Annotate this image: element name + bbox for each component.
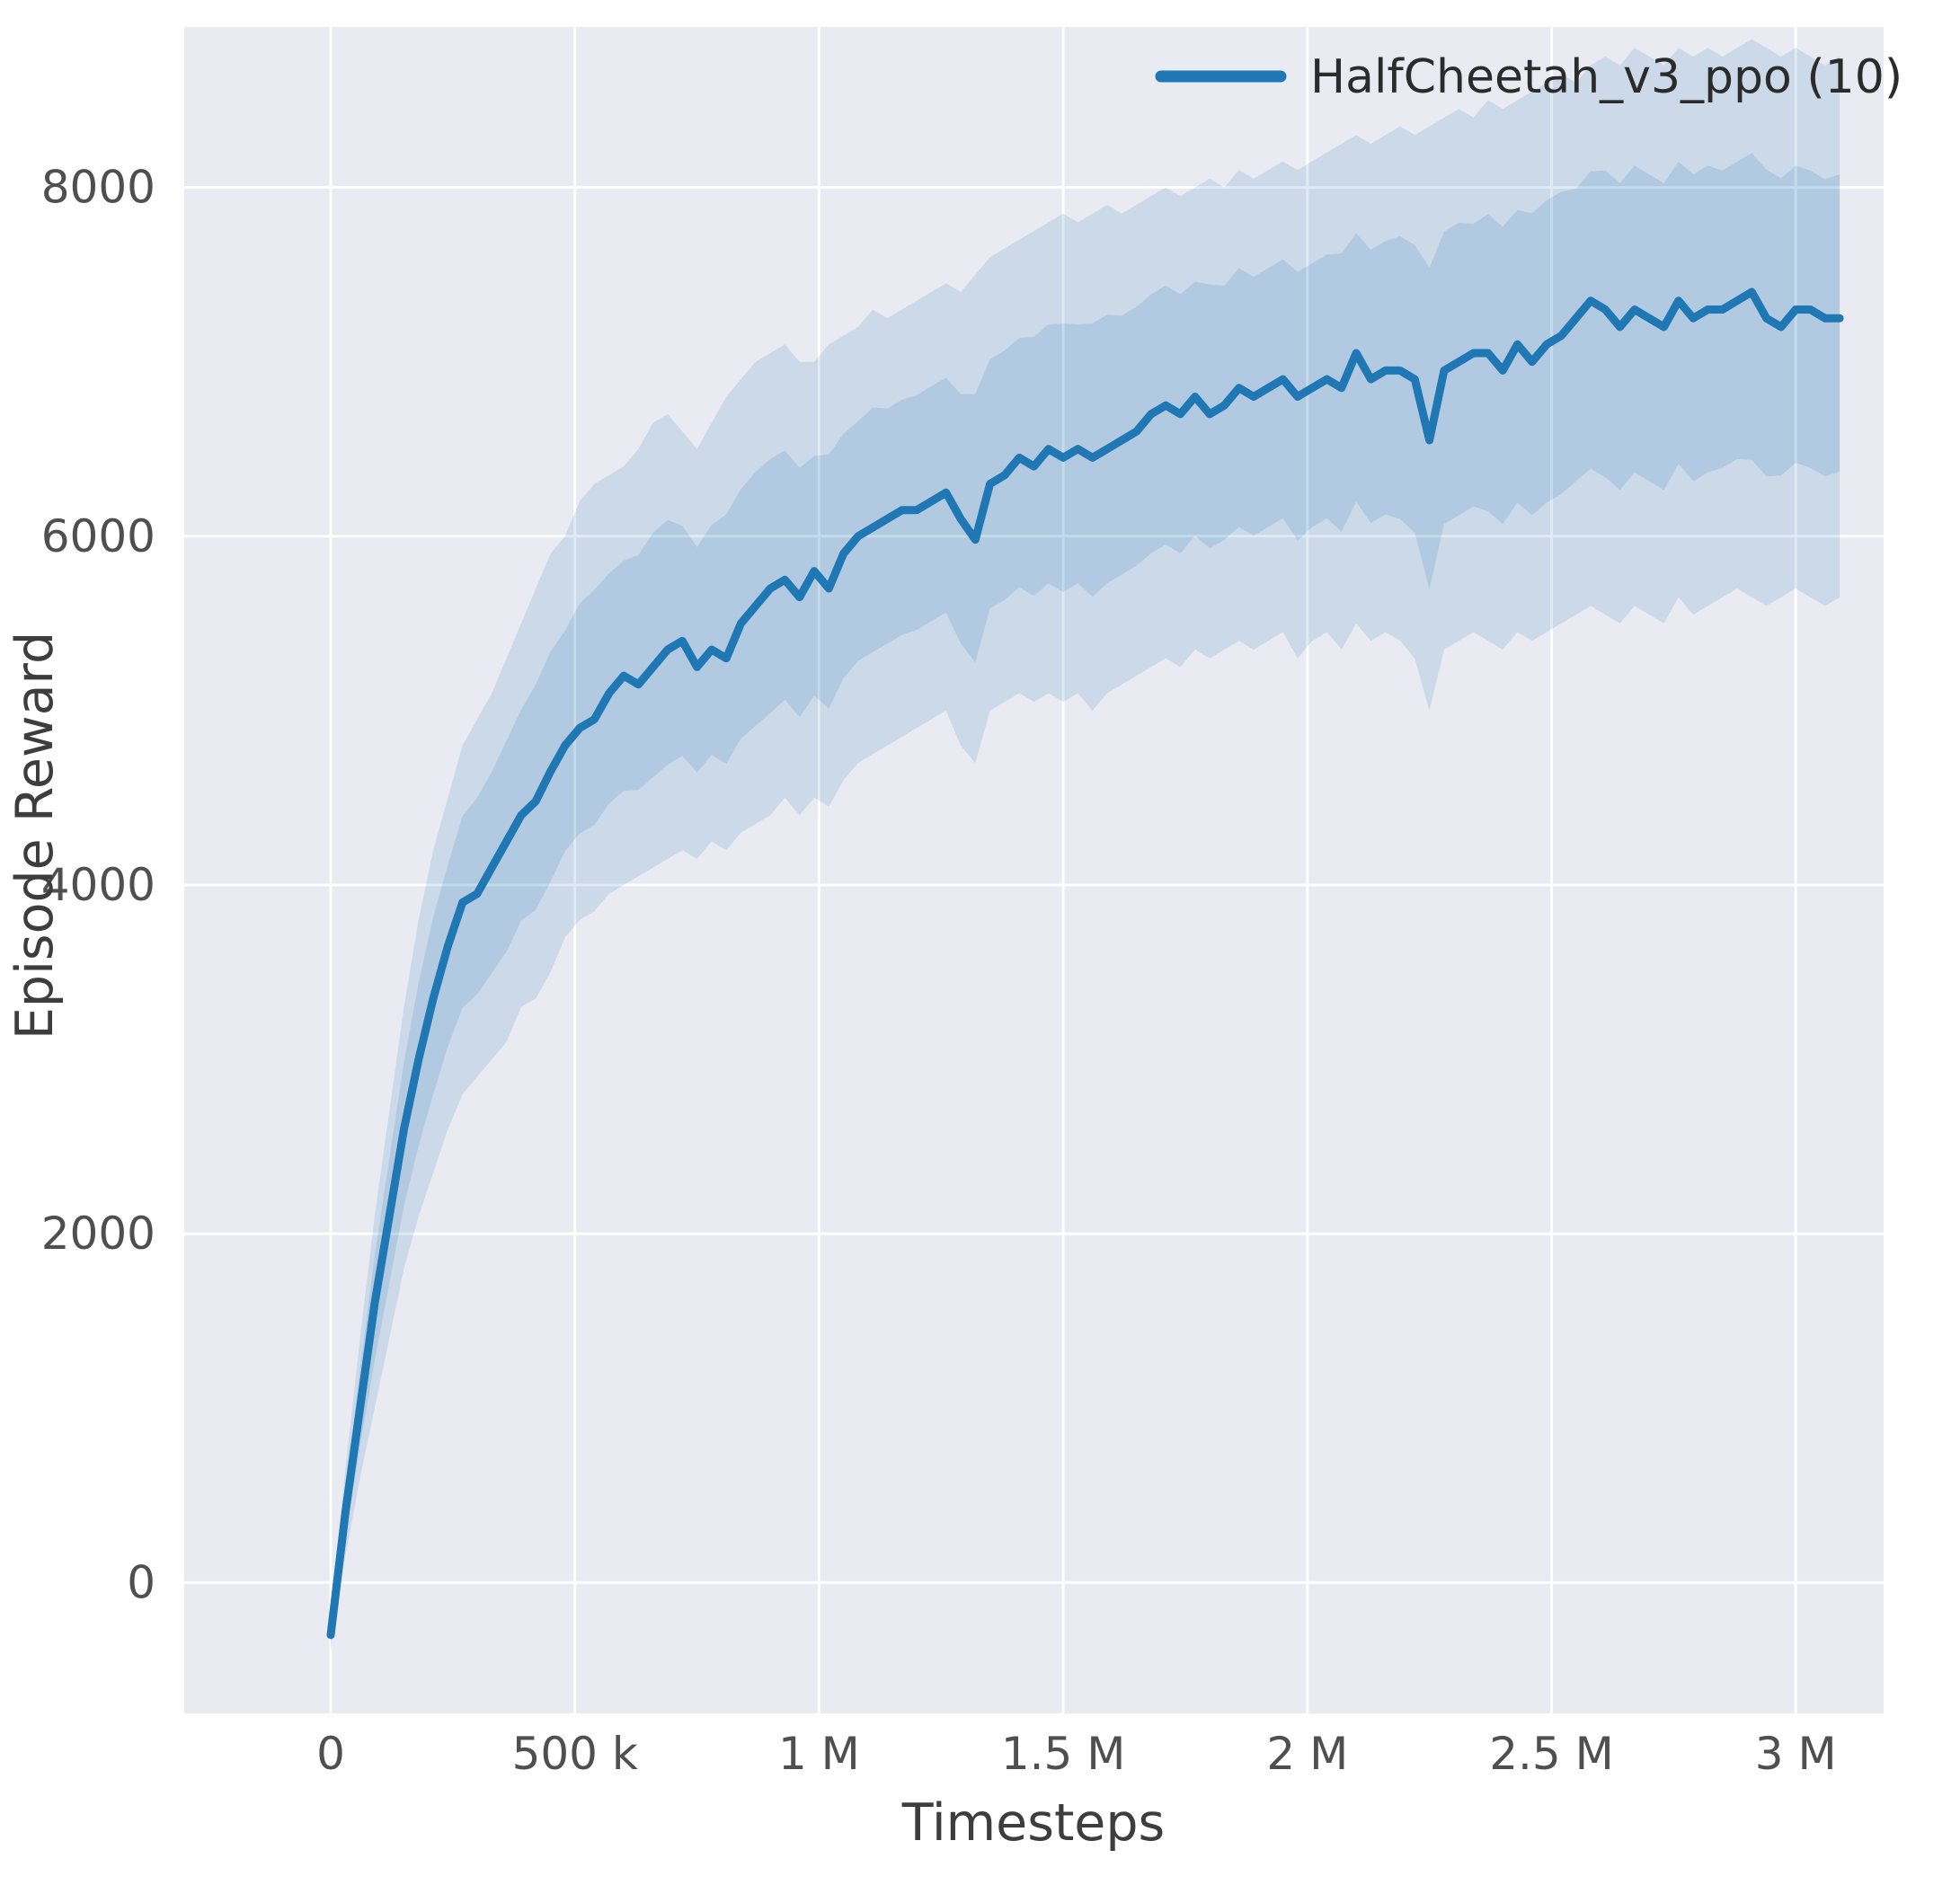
x-tick-label: 1.5 M [1001,1728,1126,1780]
mean-reward-line [326,288,1844,1640]
x-tick-labels: 0 500 k 1 M 1.5 M 2 M 2.5 M 3 M [316,1728,1837,1780]
x-tick-label: 500 k [512,1728,638,1780]
confidence-band-outer [331,39,1840,1653]
y-axis-label: Episode Reward [5,632,65,1040]
y-tick-label: 0 [127,1556,155,1608]
y-tick-label: 6000 [41,510,155,562]
x-axis-label: Timesteps [901,1793,1166,1853]
x-tick-label: 3 M [1755,1728,1837,1780]
y-tick-label: 2000 [41,1208,155,1260]
legend-label: HalfCheetah_v3_ppo (10) [1310,50,1902,104]
legend: HalfCheetah_v3_ppo (10) [1155,50,1902,104]
y-tick-label: 4000 [41,859,155,911]
x-tick-label: 1 M [778,1728,860,1780]
y-tick-labels: 0 2000 4000 6000 8000 [41,162,155,1609]
gridlines [184,27,1884,1713]
y-tick-label: 8000 [41,162,155,214]
x-tick-label: 2 M [1266,1728,1348,1780]
x-tick-label: 0 [316,1728,345,1780]
x-tick-label: 2.5 M [1489,1728,1614,1780]
